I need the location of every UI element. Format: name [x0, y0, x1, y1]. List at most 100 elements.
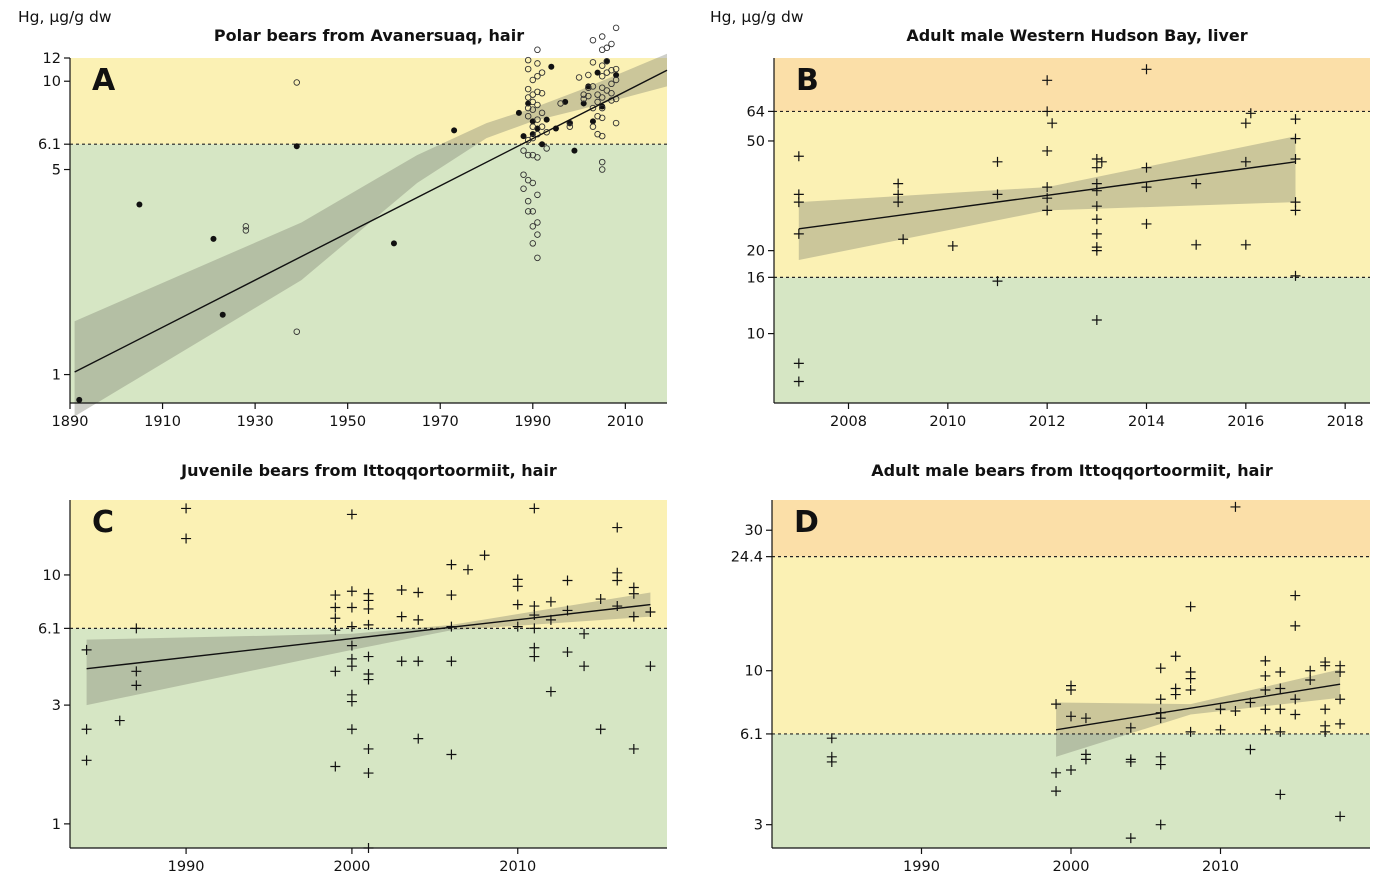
data-point [534, 254, 541, 262]
data-point [1066, 765, 1076, 776]
data-point [1042, 182, 1053, 193]
y-tick-label: 10 [747, 327, 765, 343]
data-point [534, 88, 541, 96]
threshold-band [774, 111, 1370, 278]
confidence-band [74, 53, 668, 417]
x-tick-label: 1990 [168, 859, 205, 875]
data-point [76, 396, 83, 403]
data-point [545, 686, 556, 697]
data-point [1290, 197, 1301, 208]
data-point [529, 123, 537, 130]
data-point [451, 127, 458, 134]
data-point [534, 60, 541, 67]
panel-b: 10 16 20 50 64 2008 2010 2012 2014 2016 2018 Adult … [692, 0, 1385, 438]
data-point [1155, 663, 1166, 674]
data-point [446, 749, 457, 760]
data-point [363, 595, 374, 606]
data-point [1320, 660, 1331, 671]
data-point [612, 119, 620, 127]
data-point [413, 733, 424, 744]
data-point [1091, 242, 1102, 253]
data-point [446, 559, 457, 570]
data-point [363, 651, 374, 662]
x-tick-label: 2012 [1029, 414, 1066, 430]
data-point [330, 625, 341, 636]
data-point [598, 166, 606, 173]
threshold-band [774, 277, 1370, 403]
chart-b: 10 16 20 50 64 2008 2010 2012 2014 2016 2018 Adult … [710, 8, 1370, 430]
data-point [1042, 205, 1053, 216]
data-point [645, 606, 656, 617]
data-point [293, 328, 301, 335]
threshold-band [70, 144, 667, 404]
data-point [1305, 665, 1316, 676]
data-point [608, 40, 615, 48]
data-point [529, 134, 537, 142]
data-point [363, 743, 374, 754]
y-tick-label: 10 [43, 74, 61, 90]
data-point [613, 72, 620, 79]
data-point [363, 603, 374, 614]
data-point [589, 83, 597, 90]
data-point [1335, 667, 1346, 678]
data-point [628, 743, 639, 754]
x-tick-label: 1890 [52, 414, 89, 430]
data-point [524, 208, 532, 215]
y-axis-unit-label: Hg, µg/g dw [710, 8, 804, 26]
data-point [1245, 744, 1256, 755]
data-point [446, 656, 457, 667]
data-point [1185, 601, 1196, 612]
data-point [598, 72, 606, 80]
y-tick-label: 24.4 [731, 550, 763, 566]
data-point [598, 158, 606, 166]
data-point [580, 95, 587, 103]
data-point [529, 91, 537, 98]
x-tick-label: 1930 [237, 414, 274, 430]
y-tick-label: 6.1 [740, 727, 763, 743]
data-point [1042, 106, 1053, 117]
data-point [520, 147, 527, 154]
data-point [1091, 315, 1102, 326]
data-point [545, 596, 556, 607]
y-tick-label: 6.1 [38, 137, 61, 153]
data-point [529, 601, 540, 612]
data-point [598, 33, 606, 40]
confidence-band [1056, 669, 1341, 757]
data-point [529, 76, 537, 84]
data-point [1260, 655, 1271, 666]
data-point [585, 71, 592, 79]
data-point [520, 185, 527, 192]
data-point [1290, 270, 1301, 281]
data-point [1260, 724, 1271, 735]
data-point [1125, 833, 1136, 844]
data-point [346, 640, 357, 651]
data-point [534, 101, 541, 109]
data-point [346, 696, 357, 707]
data-point [529, 240, 537, 247]
data-point [529, 651, 540, 662]
data-point [529, 503, 540, 514]
data-point [131, 623, 142, 634]
data-point [538, 69, 546, 76]
data-point [534, 219, 541, 226]
data-point [992, 276, 1003, 287]
data-point [1230, 501, 1241, 512]
data-point [181, 533, 192, 544]
trend-line [86, 603, 651, 670]
data-point [529, 98, 537, 106]
data-point [603, 44, 611, 52]
x-tick-label: 1970 [422, 414, 459, 430]
data-point [585, 92, 592, 100]
data-point [114, 715, 125, 726]
data-point [585, 84, 592, 92]
data-point [346, 661, 357, 672]
y-tick-label: 64 [747, 104, 765, 120]
data-point [1185, 673, 1196, 684]
data-point [608, 66, 615, 74]
y-tick-label: 3 [754, 818, 763, 834]
data-point [529, 223, 537, 230]
x-tick-label: 2008 [830, 414, 867, 430]
data-point [524, 104, 532, 112]
x-tick-label: 2014 [1128, 414, 1165, 430]
x-tick-label: 1990 [903, 859, 940, 875]
